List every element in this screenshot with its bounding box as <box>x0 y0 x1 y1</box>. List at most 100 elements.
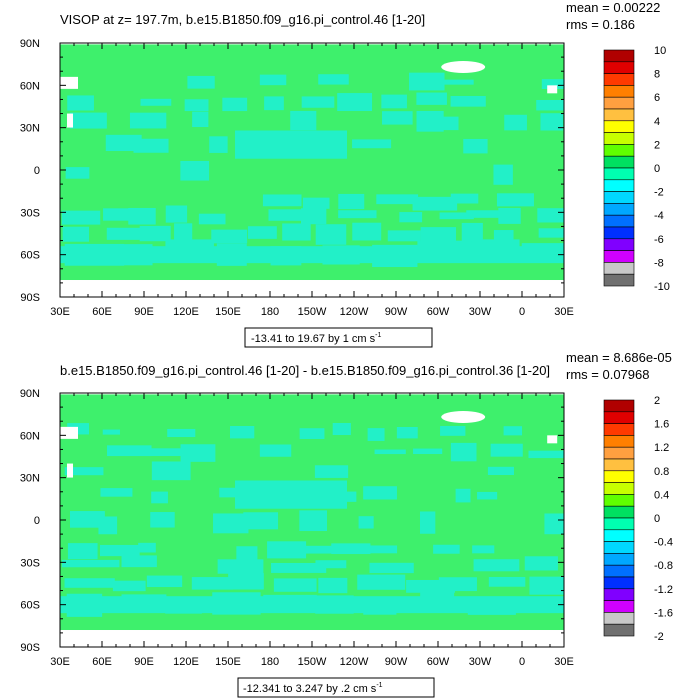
colorbar-swatch <box>603 238 635 251</box>
field-patch <box>529 576 564 595</box>
field-patch <box>102 429 120 435</box>
field-patch <box>493 230 514 244</box>
y-tick-label: 60N <box>20 80 40 92</box>
plot-title: b.e15.B1850.f09_g16.pi_control.46 [1-20]… <box>60 363 550 378</box>
colorbar-swatch <box>603 144 635 157</box>
colorbar-swatch <box>603 179 635 192</box>
field-patch <box>299 428 325 439</box>
colorbar-label: -8 <box>654 257 664 269</box>
x-tick-label: 90E <box>134 306 154 318</box>
field-patch <box>504 114 527 131</box>
colorbar: 2 1.6 1.2 0.8 0.4 0 -0.4 -0.8 -1.2 -1.6 -2 <box>603 395 673 643</box>
field-patch <box>376 194 419 205</box>
field-patch <box>151 491 168 504</box>
colorbar-swatch <box>603 517 635 531</box>
field-patch <box>540 113 564 131</box>
field-patch <box>487 466 514 476</box>
colorbar-swatch <box>603 588 635 601</box>
colorbar-label: -10 <box>654 281 670 293</box>
field-patch <box>230 426 255 439</box>
field-patch <box>420 227 457 244</box>
field-patch <box>439 212 474 220</box>
field-patch <box>67 95 94 111</box>
colorbar-swatch <box>603 191 635 204</box>
field-patch <box>433 544 460 554</box>
field-patch <box>303 545 332 554</box>
y-tick-label: 30N <box>20 473 40 485</box>
land-mask <box>67 113 73 128</box>
rms-label: rms = 0.07968 <box>566 367 649 382</box>
colorbar-swatch <box>603 446 635 460</box>
field-patch <box>538 228 564 238</box>
field-patch <box>541 79 564 89</box>
colorbar-label: 0.4 <box>654 489 669 501</box>
field-patch <box>498 207 521 224</box>
colorbar-swatch <box>603 600 635 613</box>
y-tick-label: 90N <box>20 388 40 400</box>
field-patch <box>121 555 157 568</box>
field-patch <box>496 193 534 207</box>
x-tick-label: 90W <box>385 306 408 318</box>
colorbar-swatch <box>603 494 635 507</box>
colorbar-swatch <box>603 85 635 98</box>
colorbar-label: 10 <box>654 45 666 57</box>
x-tick-label: 120W <box>340 306 369 318</box>
colorbar-swatch <box>603 423 635 436</box>
colorbar-label: 6 <box>654 92 660 104</box>
field-patch <box>69 511 105 528</box>
field-patch <box>318 74 349 85</box>
field-patch <box>337 93 373 111</box>
field-patch <box>273 578 317 592</box>
colorbar-label: 0 <box>654 163 660 175</box>
field-patch <box>198 213 226 225</box>
x-tick-label: 30W <box>469 306 492 318</box>
field-patch <box>455 488 471 503</box>
x-tick-label: 120E <box>173 306 199 318</box>
field-patch <box>441 116 459 131</box>
field-patch <box>105 134 142 152</box>
x-tick-label: 150E <box>215 656 241 668</box>
field-patch <box>67 423 89 435</box>
map-area <box>59 392 565 648</box>
colorbar-swatch <box>603 108 635 122</box>
field-patch <box>61 210 101 225</box>
y-tick-label: 60S <box>20 600 40 612</box>
svg-text:-13.41 to 19.67 by 1 cm s-1: -13.41 to 19.67 by 1 cm s-1 <box>251 332 381 345</box>
field-patch <box>60 246 564 264</box>
colorbar-swatch <box>603 505 635 519</box>
colorbar-swatch <box>603 226 635 240</box>
colorbar-label: 1.2 <box>654 442 669 454</box>
field-patch <box>381 94 407 109</box>
x-tick-label: 0 <box>519 656 525 668</box>
y-tick-label: 30N <box>20 123 40 135</box>
field-patch <box>98 516 118 535</box>
colorbar-swatch <box>603 623 635 637</box>
colorbar-swatch <box>603 49 635 63</box>
x-tick-label: 30W <box>469 656 492 668</box>
field-patch <box>235 480 347 509</box>
range-box: -13.41 to 19.67 by 1 cm s-1 <box>244 327 433 348</box>
field-patch <box>180 160 210 181</box>
field-patch <box>140 98 172 106</box>
field-patch <box>331 543 371 555</box>
colorbar-label: -0.8 <box>654 560 673 572</box>
field-patch <box>282 223 311 241</box>
field-patch <box>367 545 398 554</box>
colorbar-swatch <box>603 612 635 625</box>
field-patch <box>290 110 317 131</box>
colorbar-label: 4 <box>654 116 660 128</box>
colorbar-label: 0.8 <box>654 466 669 478</box>
colorbar-label: -2 <box>654 631 664 643</box>
colorbar-swatch <box>603 250 635 263</box>
x-tick-label: 150W <box>298 656 327 668</box>
range-label: -13.41 to 19.67 by 1 cm s <box>251 333 376 345</box>
field-patch <box>416 92 447 105</box>
field-patch <box>271 562 327 573</box>
field-patch <box>219 487 236 498</box>
field-patch <box>413 448 443 455</box>
colorbar-label: 0 <box>654 513 660 525</box>
field-patch <box>438 577 477 592</box>
field-patch <box>148 448 182 457</box>
land-mask <box>60 76 78 89</box>
